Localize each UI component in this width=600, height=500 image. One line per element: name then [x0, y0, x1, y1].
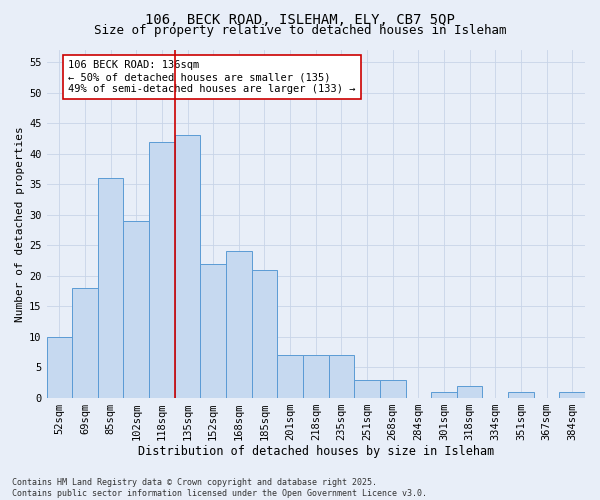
- Bar: [226, 252, 251, 398]
- Bar: [508, 392, 534, 398]
- Bar: [98, 178, 124, 398]
- Bar: [124, 221, 149, 398]
- Bar: [277, 355, 303, 398]
- Bar: [175, 136, 200, 398]
- Text: Size of property relative to detached houses in Isleham: Size of property relative to detached ho…: [94, 24, 506, 37]
- Bar: [354, 380, 380, 398]
- Y-axis label: Number of detached properties: Number of detached properties: [15, 126, 25, 322]
- Bar: [329, 355, 354, 398]
- Bar: [200, 264, 226, 398]
- Bar: [380, 380, 406, 398]
- Bar: [559, 392, 585, 398]
- Bar: [431, 392, 457, 398]
- Bar: [47, 337, 72, 398]
- Text: 106 BECK ROAD: 136sqm
← 50% of detached houses are smaller (135)
49% of semi-det: 106 BECK ROAD: 136sqm ← 50% of detached …: [68, 60, 356, 94]
- Bar: [72, 288, 98, 398]
- X-axis label: Distribution of detached houses by size in Isleham: Distribution of detached houses by size …: [137, 444, 494, 458]
- Text: Contains HM Land Registry data © Crown copyright and database right 2025.
Contai: Contains HM Land Registry data © Crown c…: [12, 478, 427, 498]
- Bar: [251, 270, 277, 398]
- Bar: [149, 142, 175, 398]
- Bar: [303, 355, 329, 398]
- Bar: [457, 386, 482, 398]
- Text: 106, BECK ROAD, ISLEHAM, ELY, CB7 5QP: 106, BECK ROAD, ISLEHAM, ELY, CB7 5QP: [145, 12, 455, 26]
